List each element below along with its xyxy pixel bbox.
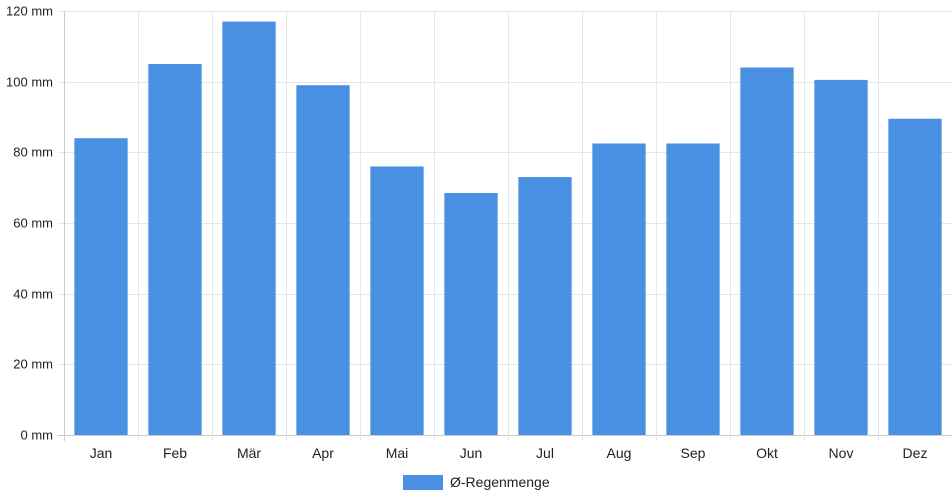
bar-feb[interactable] — [148, 64, 202, 435]
bar-mai[interactable] — [370, 166, 424, 435]
x-tick-label: Apr — [312, 445, 334, 461]
y-tick-label: 20 mm — [13, 357, 53, 372]
y-tick-label: 100 mm — [6, 75, 53, 90]
bar-aug[interactable] — [592, 143, 646, 436]
legend-swatch[interactable] — [403, 475, 443, 490]
grid-lines — [58, 11, 952, 441]
y-tick-label: 80 mm — [13, 145, 53, 160]
bar-okt[interactable] — [740, 67, 794, 435]
bar-nov[interactable] — [814, 79, 868, 436]
x-tick-label: Aug — [607, 445, 632, 461]
legend[interactable]: Ø-Regenmenge — [403, 474, 550, 490]
x-tick-label: Jul — [536, 445, 554, 461]
y-tick-label: 60 mm — [13, 216, 53, 231]
bar-dez[interactable] — [888, 118, 942, 436]
bar-jan[interactable] — [74, 138, 128, 435]
bar-mär[interactable] — [222, 21, 276, 435]
bar-sep[interactable] — [666, 143, 720, 436]
x-tick-label: Dez — [903, 445, 928, 461]
bar-series — [74, 21, 942, 436]
y-tick-label: 40 mm — [13, 287, 53, 302]
x-tick-label: Feb — [163, 445, 187, 461]
x-axis-tick-labels: Jan Feb Mär Apr Mai Jun Jul Aug Sep Okt Nov Dez — [90, 445, 928, 461]
y-tick-label: 0 mm — [21, 428, 54, 443]
x-tick-label: Jun — [460, 445, 483, 461]
bar-jun[interactable] — [444, 192, 498, 435]
x-tick-label: Mai — [386, 445, 409, 461]
x-tick-label: Mär — [237, 445, 261, 461]
x-tick-label: Jan — [90, 445, 113, 461]
x-tick-label: Sep — [681, 445, 706, 461]
y-axis-tick-labels: 0 mm 20 mm 40 mm 60 mm 80 mm 100 mm 120 mm — [6, 4, 53, 443]
legend-label[interactable]: Ø-Regenmenge — [450, 474, 550, 490]
y-tick-label: 120 mm — [6, 4, 53, 19]
bar-jul[interactable] — [518, 177, 572, 435]
x-tick-label: Okt — [756, 445, 778, 461]
bar-apr[interactable] — [296, 85, 350, 435]
x-tick-label: Nov — [829, 445, 854, 461]
